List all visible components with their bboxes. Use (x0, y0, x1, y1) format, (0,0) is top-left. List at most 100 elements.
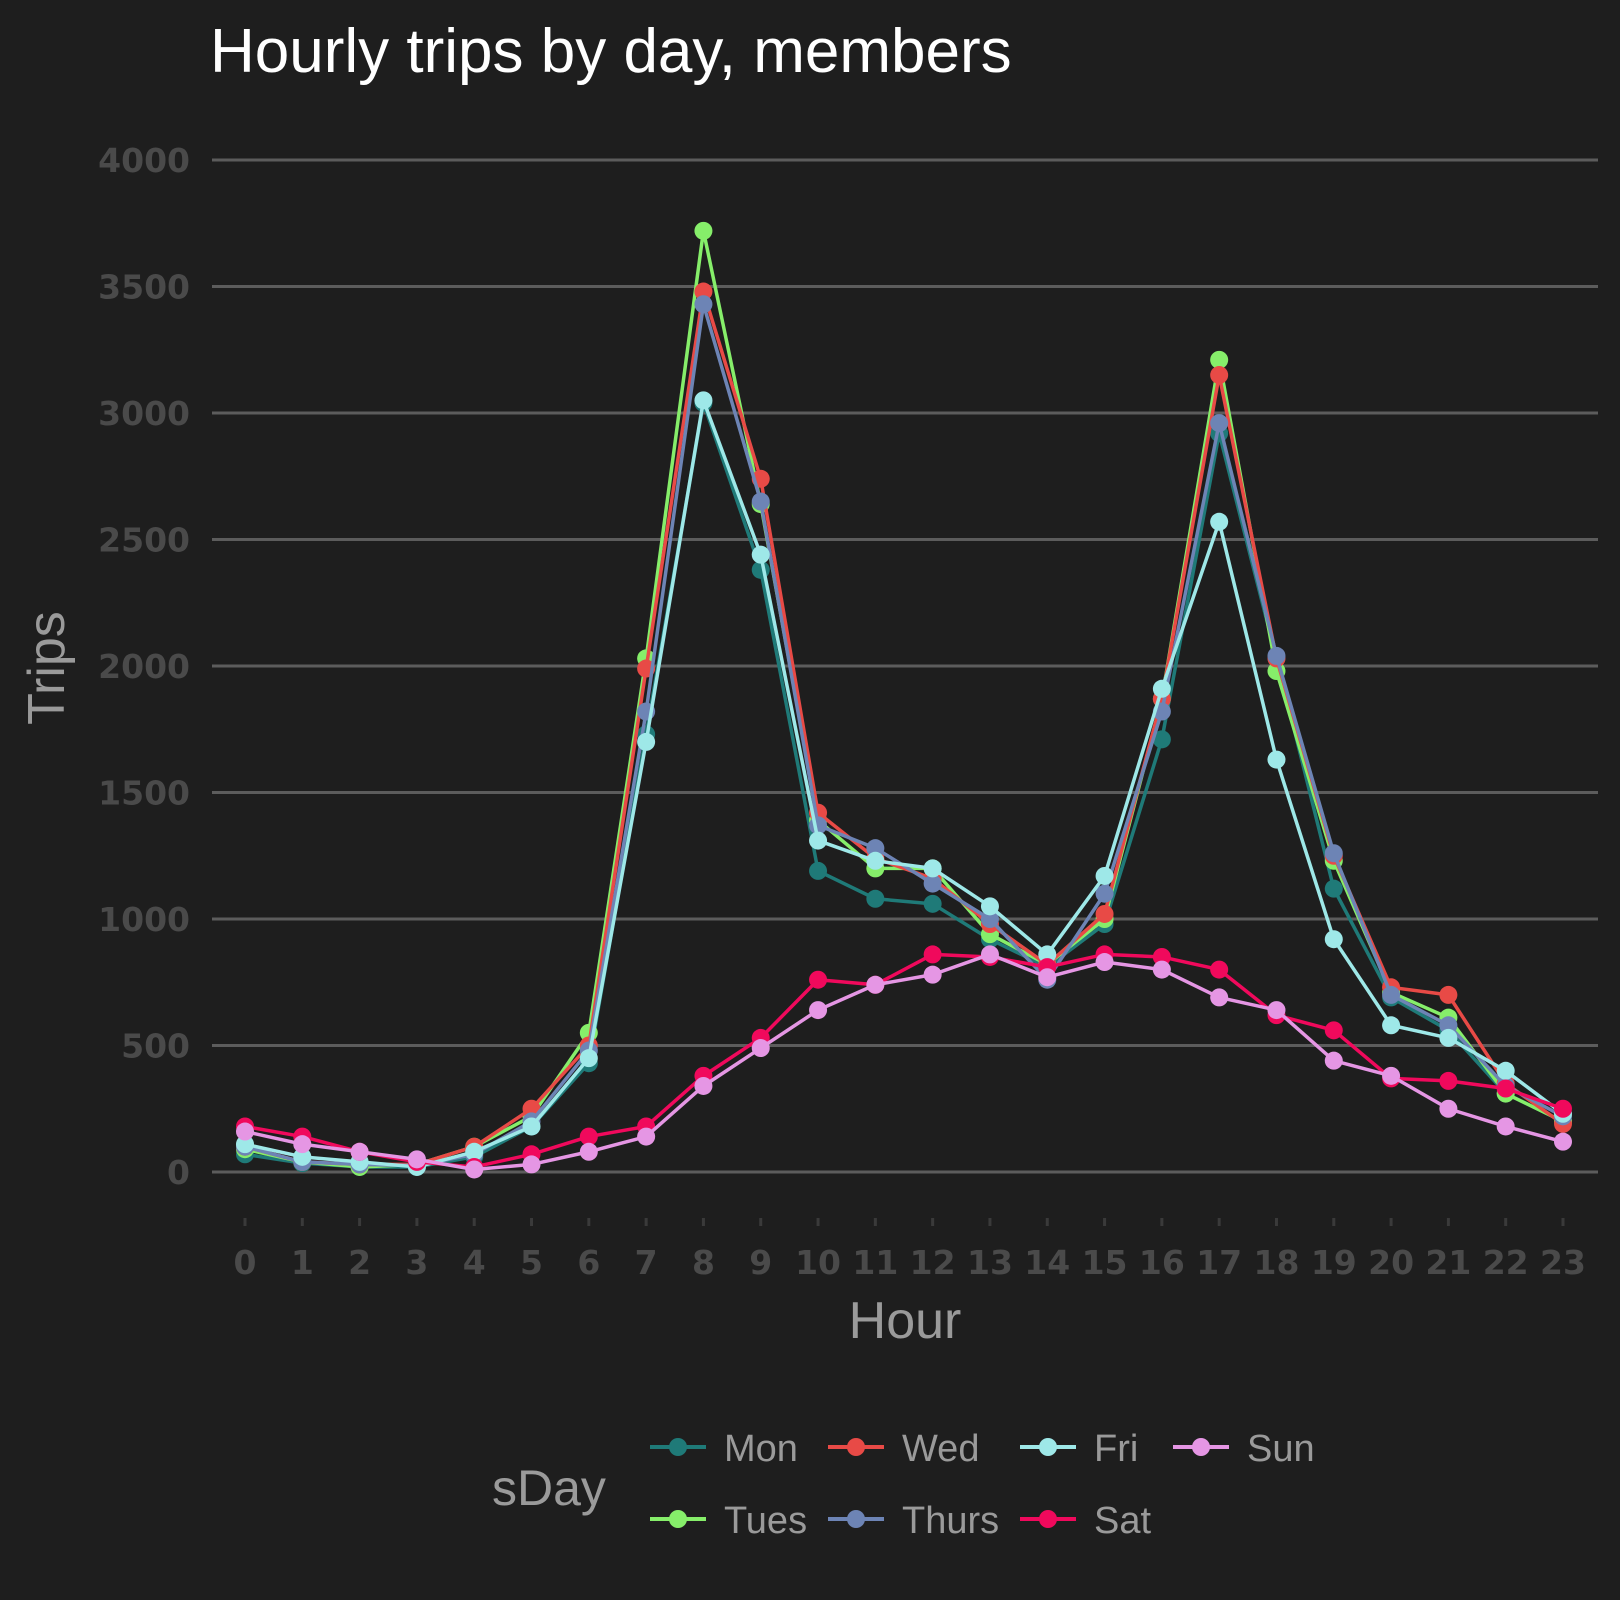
data-point (1439, 1099, 1458, 1118)
data-point (1496, 1117, 1515, 1136)
x-tick-label: 13 (967, 1243, 1013, 1282)
data-point (522, 1117, 541, 1136)
data-point (1210, 988, 1229, 1007)
data-point (694, 391, 713, 410)
data-point (1324, 1021, 1343, 1040)
data-point (980, 910, 999, 928)
x-tick-label: 10 (795, 1243, 841, 1282)
data-point (1324, 930, 1343, 949)
legend-item-mon: Mon (650, 1428, 798, 1470)
legend-key-point (1039, 1438, 1057, 1456)
data-point (465, 1160, 484, 1179)
x-tick-label: 2 (348, 1243, 371, 1282)
legend: Mon Tues Wed Thurs Fri Sat Sun (650, 1428, 1315, 1542)
data-point (1267, 750, 1286, 769)
series-group (236, 221, 1572, 1179)
data-point (1095, 904, 1114, 923)
legend-item-sat: Sat (1020, 1500, 1151, 1542)
legend-key-point (669, 1438, 687, 1456)
data-point (866, 839, 885, 858)
x-tick-label: 3 (405, 1243, 428, 1282)
legend-key-point (1192, 1438, 1210, 1456)
x-tick-label: 15 (1082, 1243, 1128, 1282)
legend-label: Wed (902, 1428, 979, 1470)
x-tick-label: 19 (1311, 1243, 1357, 1282)
data-point (579, 1142, 598, 1161)
x-tick-label: 12 (910, 1243, 956, 1282)
y-tick-label: 0 (167, 1153, 190, 1192)
y-tick-label: 500 (121, 1027, 190, 1066)
x-tick-label: 20 (1368, 1243, 1414, 1282)
x-tick-label: 5 (520, 1243, 543, 1282)
x-tick-label: 9 (749, 1243, 772, 1282)
x-tick-label: 22 (1483, 1243, 1529, 1282)
x-tick-label: 0 (234, 1243, 257, 1282)
series-line (244, 229, 1564, 1169)
data-point (923, 874, 942, 893)
data-point (1210, 512, 1229, 531)
series-sun (236, 945, 1572, 1179)
series-mon (236, 393, 1572, 1176)
legend-item-sun: Sun (1173, 1428, 1315, 1470)
data-point (1554, 1099, 1572, 1118)
data-point (866, 975, 885, 994)
data-point (980, 945, 999, 964)
x-tick-label: 4 (463, 1243, 486, 1282)
data-point (809, 1001, 828, 1020)
x-tick-label: 18 (1254, 1243, 1300, 1282)
legend-label: Fri (1094, 1428, 1138, 1470)
legend-label: Sun (1247, 1428, 1315, 1470)
data-point (694, 295, 713, 314)
data-point (923, 945, 942, 964)
legend-key-point (847, 1510, 865, 1528)
data-point (1554, 1132, 1572, 1151)
series-line (244, 398, 1565, 1169)
series-fri (236, 391, 1572, 1176)
data-point (1324, 879, 1343, 898)
data-point (1439, 985, 1458, 1004)
data-point (866, 851, 885, 870)
grid-lines (212, 158, 1598, 1174)
data-point (1152, 960, 1171, 979)
data-point (1210, 366, 1229, 385)
data-point (809, 861, 828, 880)
data-point (1267, 646, 1286, 665)
x-axis-ticks: 0 1 2 3 4 5 6 7 8 9 10 11 12 13 14 15 16 17 18 19 20 21 22 23 (234, 1218, 1586, 1282)
series-line (244, 302, 1564, 1168)
data-point (1324, 844, 1343, 863)
data-point (751, 545, 770, 564)
data-point (1324, 1051, 1343, 1070)
y-axis-title: Trips (18, 611, 76, 725)
legend-title: sDay (492, 1460, 606, 1516)
chart-title: Hourly trips by day, members (210, 17, 1012, 86)
data-point (350, 1142, 369, 1161)
legend-label: Thurs (902, 1500, 999, 1542)
data-point (1210, 414, 1229, 433)
data-point (1267, 1001, 1286, 1020)
series-thurs (236, 295, 1572, 1175)
data-point (1152, 679, 1171, 698)
y-tick-label: 4000 (98, 141, 190, 180)
data-point (579, 1127, 598, 1146)
data-point (923, 859, 942, 878)
x-tick-label: 11 (852, 1243, 898, 1282)
legend-item-thurs: Thurs (828, 1500, 999, 1542)
data-point (1496, 1061, 1515, 1080)
series-line (244, 952, 1564, 1172)
data-point (1152, 730, 1171, 749)
x-tick-label: 7 (635, 1243, 658, 1282)
data-point (1152, 947, 1171, 966)
data-point (293, 1147, 312, 1166)
data-point (809, 831, 828, 850)
data-point (694, 1076, 713, 1095)
data-point (923, 965, 942, 984)
series-tues (236, 221, 1572, 1176)
data-point (465, 1142, 484, 1161)
data-point (751, 492, 770, 511)
data-point (236, 1122, 254, 1141)
x-tick-label: 14 (1024, 1243, 1070, 1282)
data-point (1095, 953, 1114, 972)
data-point (293, 1135, 312, 1154)
y-tick-label: 2000 (98, 647, 190, 686)
